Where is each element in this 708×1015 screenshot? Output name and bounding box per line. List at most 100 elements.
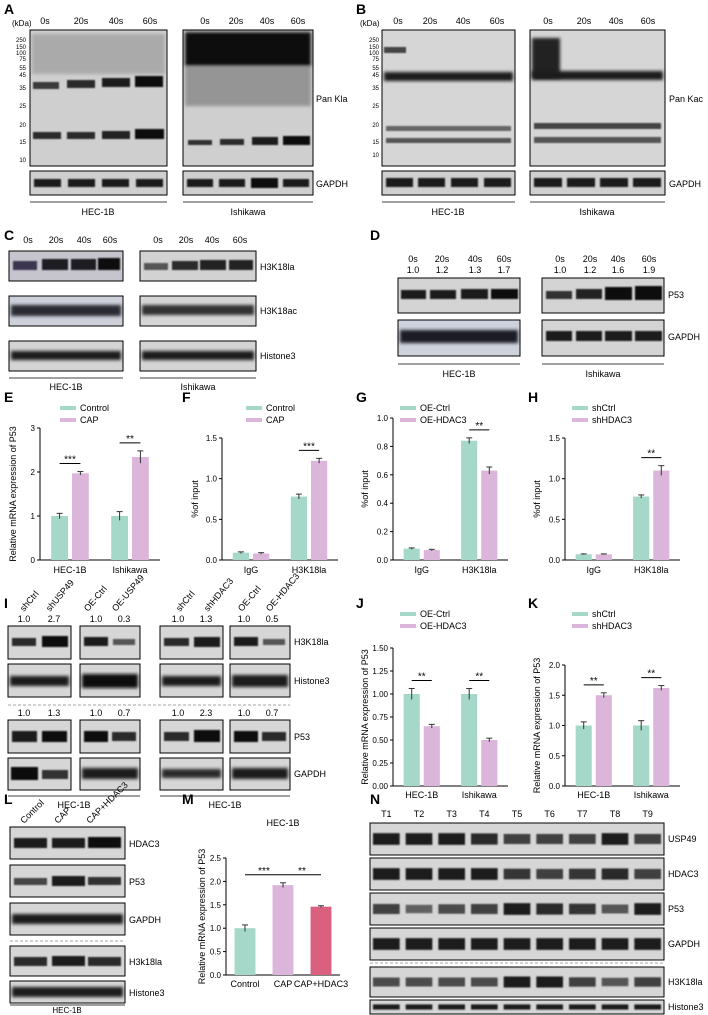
timepoint-label: 0s — [393, 16, 403, 26]
x-tick-label: Ishikawa — [462, 790, 497, 800]
timepoint-label: 20s — [435, 254, 450, 264]
band — [52, 838, 85, 848]
y-axis-label: Relative mRNA expression of P53 — [197, 849, 207, 985]
band — [569, 977, 596, 987]
y-tick-label: 0 — [31, 556, 36, 565]
band — [491, 289, 518, 299]
band — [633, 178, 661, 187]
band — [471, 903, 498, 915]
band — [232, 675, 288, 687]
y-tick-label: 0.0 — [549, 782, 561, 791]
band — [10, 676, 69, 686]
legend-swatch — [400, 612, 416, 616]
y-tick-label: 2.5 — [210, 854, 222, 863]
ratio-label: 1.7 — [498, 265, 511, 275]
legend-swatch — [572, 418, 588, 422]
x-tick-label: IgG — [586, 565, 601, 575]
band — [536, 833, 563, 845]
timepoint-label: 20s — [583, 254, 598, 264]
cell-line-label: Ishikawa — [180, 382, 215, 392]
y-tick-label: 0.5 — [206, 515, 218, 524]
bar — [132, 457, 149, 560]
band — [113, 639, 135, 645]
band — [567, 178, 595, 187]
x-tick-label: CAP — [274, 979, 293, 989]
band — [11, 767, 38, 780]
mw-marker: 45 — [372, 73, 379, 79]
ratio-label: 1.0 — [90, 614, 103, 624]
panel-a: A (kDa) 0s 20s 40s 60s 0s 20s 40s 60s 25… — [4, 1, 348, 217]
lane-label: T6 — [544, 809, 555, 819]
band — [634, 868, 661, 880]
row-label: P53 — [668, 290, 684, 300]
band — [42, 731, 67, 742]
y-tick-label: 0.25 — [372, 759, 388, 768]
bar — [51, 516, 68, 560]
band — [405, 1004, 433, 1010]
band — [102, 78, 130, 87]
band — [251, 178, 278, 188]
smear — [185, 66, 311, 106]
band — [503, 976, 531, 988]
y-tick-label: 1.00 — [372, 690, 388, 699]
mw-marker: 55 — [372, 66, 379, 72]
x-tick-label: HEC-1B — [53, 565, 86, 575]
panel-l: L Control CAP CAP+HDAC3 HDAC3 P53 GAPDH … — [4, 780, 165, 1015]
band — [373, 868, 400, 880]
mw-marker: 150 — [369, 45, 380, 51]
band — [12, 914, 123, 924]
band — [503, 1004, 531, 1010]
ratio-label: 1.0 — [238, 708, 251, 718]
band — [164, 732, 189, 741]
ratio-label: 1.0 — [90, 708, 103, 718]
bar — [633, 496, 650, 560]
legend-label: OE-HDAC3 — [420, 621, 467, 631]
panel-letter-c: C — [4, 227, 14, 243]
timepoint-label: 20s — [179, 235, 194, 245]
band — [14, 838, 47, 848]
timepoints-b-ish: 0s 20s 40s 60s — [543, 16, 656, 26]
band — [605, 287, 632, 300]
band — [42, 770, 68, 779]
timepoint-label: 40s — [611, 254, 626, 264]
band — [400, 330, 518, 343]
lane-label: T9 — [642, 809, 653, 819]
lane-label: shCtrl — [174, 589, 197, 613]
mw-marker: 75 — [372, 57, 379, 63]
ratio-label: 0.7 — [118, 708, 131, 718]
band — [102, 131, 130, 139]
band — [67, 80, 95, 88]
ratio-label: 0.7 — [266, 708, 279, 718]
bar — [481, 470, 498, 560]
legend-swatch — [572, 612, 588, 616]
band — [503, 868, 531, 880]
band — [52, 876, 85, 886]
timepoint-label: 20s — [577, 16, 592, 26]
band — [164, 638, 189, 646]
ratio-label: 1.3 — [469, 265, 482, 275]
mw-marker: 150 — [16, 45, 27, 51]
mw-marker: 10 — [372, 153, 379, 159]
band — [601, 977, 629, 987]
row-label: H3K18la — [260, 262, 295, 272]
significance-label: *** — [303, 441, 315, 452]
band — [534, 178, 562, 187]
ratio-label: 1.0 — [172, 708, 185, 718]
band — [135, 129, 164, 139]
bar — [403, 548, 420, 560]
band — [88, 957, 121, 966]
row-label: GAPDH — [668, 939, 700, 949]
lane-label: shHDAC3 — [202, 576, 235, 613]
kda-label-a: (kDa) — [12, 19, 32, 28]
band — [373, 1004, 400, 1010]
mw-marker: 15 — [19, 140, 26, 146]
legend-label: OE-Ctrl — [420, 403, 450, 413]
mw-marker: 75 — [19, 57, 26, 63]
bar — [575, 725, 592, 786]
y-tick-label: 0.2 — [377, 528, 389, 537]
band — [635, 286, 662, 300]
bar — [423, 726, 440, 786]
cell-line-label: HEC-1B — [52, 1006, 81, 1015]
panel-letter-k: K — [528, 595, 538, 611]
